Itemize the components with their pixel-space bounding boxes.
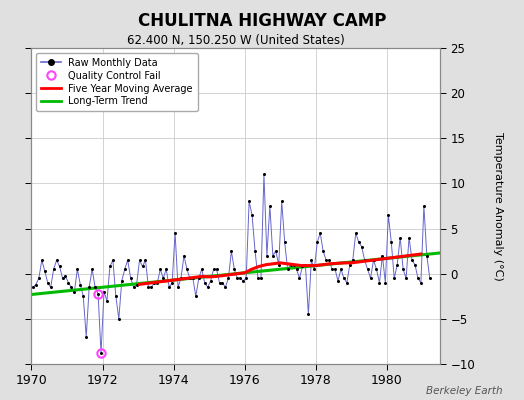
- Text: Berkeley Earth: Berkeley Earth: [427, 386, 503, 396]
- Title: 62.400 N, 150.250 W (United States): 62.400 N, 150.250 W (United States): [127, 34, 345, 47]
- Y-axis label: Temperature Anomaly (°C): Temperature Anomaly (°C): [494, 132, 504, 280]
- Legend: Raw Monthly Data, Quality Control Fail, Five Year Moving Average, Long-Term Tren: Raw Monthly Data, Quality Control Fail, …: [36, 53, 198, 111]
- Text: CHULITNA HIGHWAY CAMP: CHULITNA HIGHWAY CAMP: [138, 12, 386, 30]
